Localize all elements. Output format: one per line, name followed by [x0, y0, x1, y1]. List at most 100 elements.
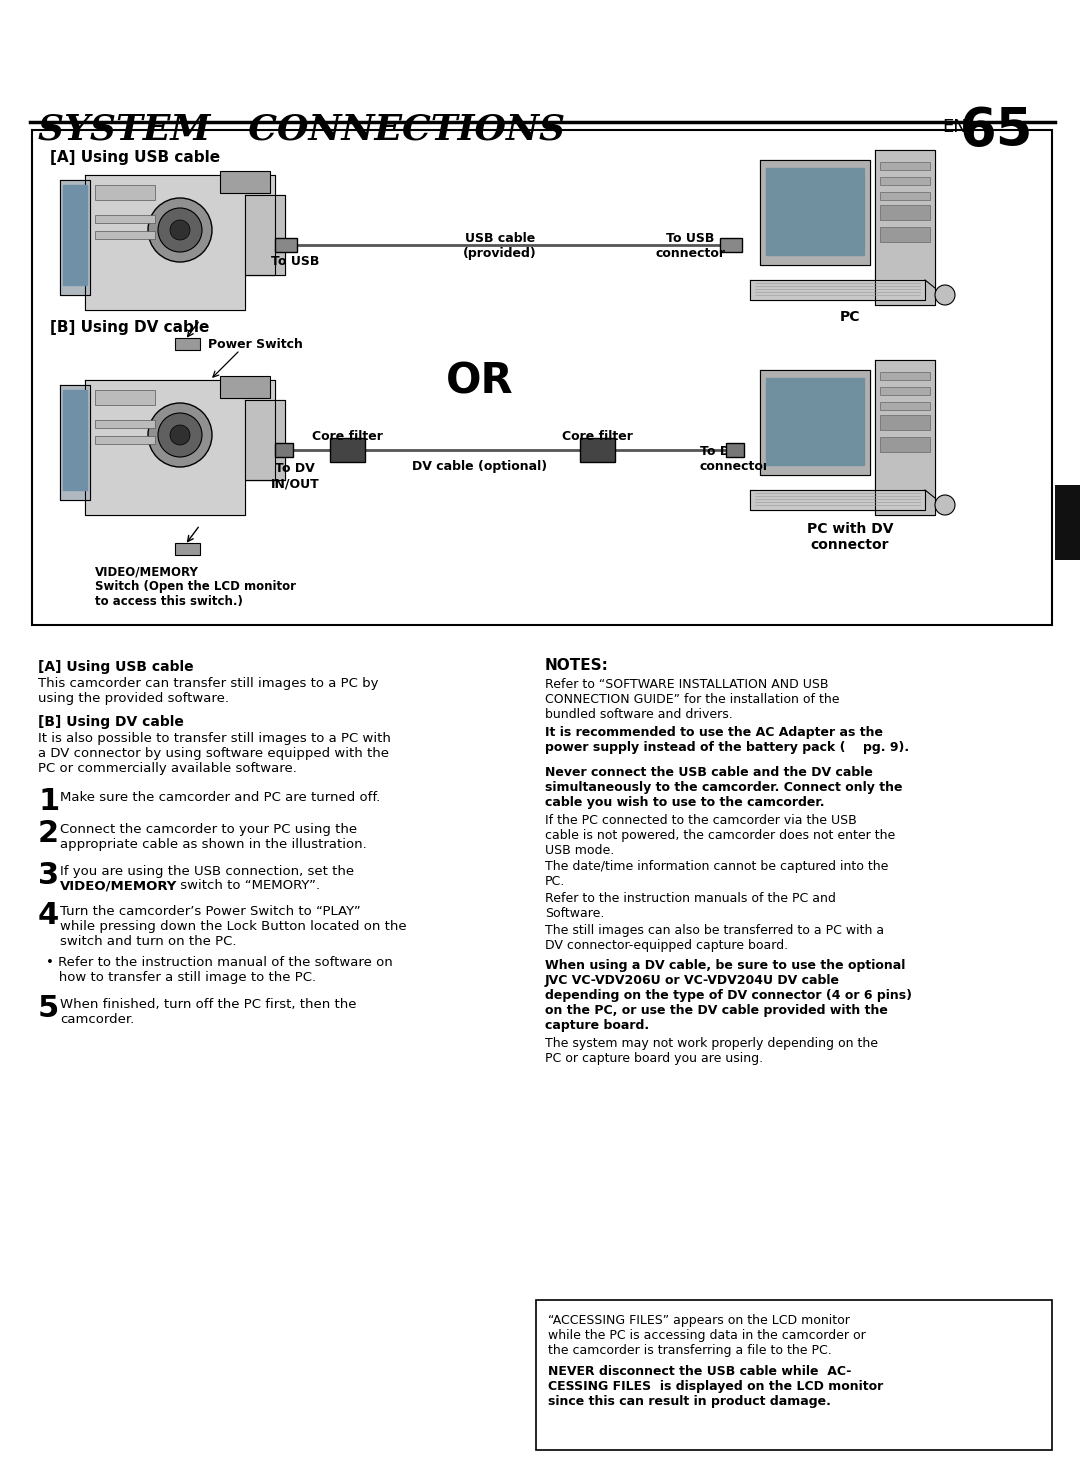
Text: Refer to “SOFTWARE INSTALLATION AND USB
CONNECTION GUIDE” for the installation o: Refer to “SOFTWARE INSTALLATION AND USB …: [545, 678, 839, 721]
Text: [B] Using DV cable: [B] Using DV cable: [50, 320, 210, 335]
Polygon shape: [760, 370, 870, 475]
Text: [A] Using USB cable: [A] Using USB cable: [38, 660, 193, 674]
Bar: [880, 177, 930, 186]
Bar: [95, 436, 156, 444]
Text: It is also possible to transfer still images to a PC with
a DV connector by usin: It is also possible to transfer still im…: [38, 733, 391, 775]
Polygon shape: [85, 175, 275, 310]
Text: The still images can also be transferred to a PC with a
DV connector-equipped ca: The still images can also be transferred…: [545, 924, 885, 952]
Bar: [726, 444, 744, 457]
Bar: [720, 237, 742, 252]
Text: switch to “MEMORY”.: switch to “MEMORY”.: [176, 879, 320, 892]
Bar: [95, 186, 156, 200]
Text: SYSTEM   CONNECTIONS: SYSTEM CONNECTIONS: [38, 112, 565, 146]
Polygon shape: [766, 168, 864, 255]
Polygon shape: [60, 180, 90, 295]
Text: Core filter: Core filter: [562, 430, 633, 444]
Text: It is recommended to use the AC Adapter as the
power supply instead of the batte: It is recommended to use the AC Adapter …: [545, 727, 909, 755]
Text: Make sure the camcorder and PC are turned off.: Make sure the camcorder and PC are turne…: [60, 792, 380, 803]
Circle shape: [148, 198, 212, 262]
Text: Never connect the USB cable and the DV cable
simultaneously to the camcorder. Co: Never connect the USB cable and the DV c…: [545, 766, 903, 809]
Polygon shape: [760, 161, 870, 265]
Bar: [175, 338, 200, 349]
Text: Core filter: Core filter: [311, 430, 382, 444]
Bar: [880, 402, 930, 410]
Bar: [220, 171, 270, 193]
Text: To USB
connector: To USB connector: [654, 231, 725, 259]
Circle shape: [935, 284, 955, 305]
Text: OR: OR: [446, 360, 514, 402]
Bar: [1055, 485, 1080, 560]
Polygon shape: [766, 377, 864, 464]
Text: Refer to the instruction manuals of the PC and
Software.: Refer to the instruction manuals of the …: [545, 892, 836, 920]
Bar: [880, 436, 930, 453]
Text: If you are using the USB connection, set the: If you are using the USB connection, set…: [60, 865, 354, 879]
Polygon shape: [63, 186, 87, 284]
Bar: [95, 391, 156, 405]
Text: PC: PC: [840, 310, 861, 324]
Circle shape: [170, 220, 190, 240]
Text: DV cable (optional): DV cable (optional): [413, 460, 548, 473]
Bar: [536, 1300, 1052, 1450]
Text: Connect the camcorder to your PC using the
appropriate cable as shown in the ill: Connect the camcorder to your PC using t…: [60, 822, 367, 850]
Bar: [880, 388, 930, 395]
Bar: [175, 542, 200, 556]
Text: “ACCESSING FILES” appears on the LCD monitor
while the PC is accessing data in t: “ACCESSING FILES” appears on the LCD mon…: [548, 1313, 866, 1358]
Polygon shape: [875, 360, 935, 514]
Polygon shape: [85, 380, 275, 514]
Text: To USB: To USB: [271, 255, 320, 268]
Text: VIDEO/MEMORY: VIDEO/MEMORY: [60, 879, 177, 892]
Text: 3: 3: [38, 861, 59, 890]
Bar: [580, 438, 615, 461]
Polygon shape: [875, 150, 935, 305]
Text: When using a DV cable, be sure to use the optional
JVC VC-VDV206U or VC-VDV204U : When using a DV cable, be sure to use th…: [545, 960, 912, 1032]
Text: 2: 2: [38, 820, 59, 848]
Bar: [880, 227, 930, 242]
Text: If the PC connected to the camcorder via the USB
cable is not powered, the camco: If the PC connected to the camcorder via…: [545, 814, 895, 856]
Bar: [880, 192, 930, 200]
Text: This camcorder can transfer still images to a PC by
using the provided software.: This camcorder can transfer still images…: [38, 677, 378, 705]
Text: USB cable
(provided): USB cable (provided): [463, 231, 537, 259]
Text: NOTES:: NOTES:: [545, 657, 609, 674]
Bar: [275, 237, 297, 252]
Polygon shape: [63, 391, 87, 489]
Text: VIDEO/MEMORY
Switch (Open the LCD monitor
to access this switch.): VIDEO/MEMORY Switch (Open the LCD monito…: [95, 565, 296, 607]
Text: PC with DV
connector: PC with DV connector: [807, 522, 893, 553]
Bar: [220, 376, 270, 398]
Text: To DV
IN/OUT: To DV IN/OUT: [271, 461, 320, 489]
Bar: [880, 205, 930, 220]
Text: NEVER disconnect the USB cable while  AC-
CESSING FILES  is displayed on the LCD: NEVER disconnect the USB cable while AC-…: [548, 1365, 883, 1408]
Text: 65: 65: [960, 105, 1034, 158]
Text: [A] Using USB cable: [A] Using USB cable: [50, 150, 220, 165]
Text: [B] Using DV cable: [B] Using DV cable: [38, 715, 184, 730]
Text: To DV
connector: To DV connector: [700, 445, 770, 473]
Circle shape: [935, 495, 955, 514]
Bar: [95, 231, 156, 239]
Bar: [880, 416, 930, 430]
Bar: [32, 130, 1052, 625]
Circle shape: [148, 402, 212, 467]
Polygon shape: [245, 399, 285, 481]
Text: 1: 1: [38, 787, 59, 817]
Text: The system may not work properly depending on the
PC or capture board you are us: The system may not work properly dependi…: [545, 1038, 878, 1066]
Text: 4: 4: [38, 901, 59, 930]
Bar: [880, 162, 930, 170]
Bar: [330, 438, 365, 461]
Polygon shape: [245, 195, 285, 276]
Text: Power Switch: Power Switch: [207, 338, 302, 351]
Polygon shape: [750, 280, 924, 301]
Text: 5: 5: [38, 993, 59, 1023]
Circle shape: [158, 413, 202, 457]
Bar: [880, 371, 930, 380]
Text: EN: EN: [942, 118, 967, 136]
Circle shape: [158, 208, 202, 252]
Bar: [275, 444, 293, 457]
Circle shape: [170, 425, 190, 445]
Text: Turn the camcorder’s Power Switch to “PLAY”
while pressing down the Lock Button : Turn the camcorder’s Power Switch to “PL…: [60, 905, 407, 948]
Text: When finished, turn off the PC first, then the
camcorder.: When finished, turn off the PC first, th…: [60, 998, 356, 1026]
Text: The date/time information cannot be captured into the
PC.: The date/time information cannot be capt…: [545, 859, 889, 887]
Bar: [95, 215, 156, 223]
Text: • Refer to the instruction manual of the software on
   how to transfer a still : • Refer to the instruction manual of the…: [46, 957, 393, 985]
Bar: [95, 420, 156, 427]
Polygon shape: [60, 385, 90, 500]
Polygon shape: [750, 489, 924, 510]
